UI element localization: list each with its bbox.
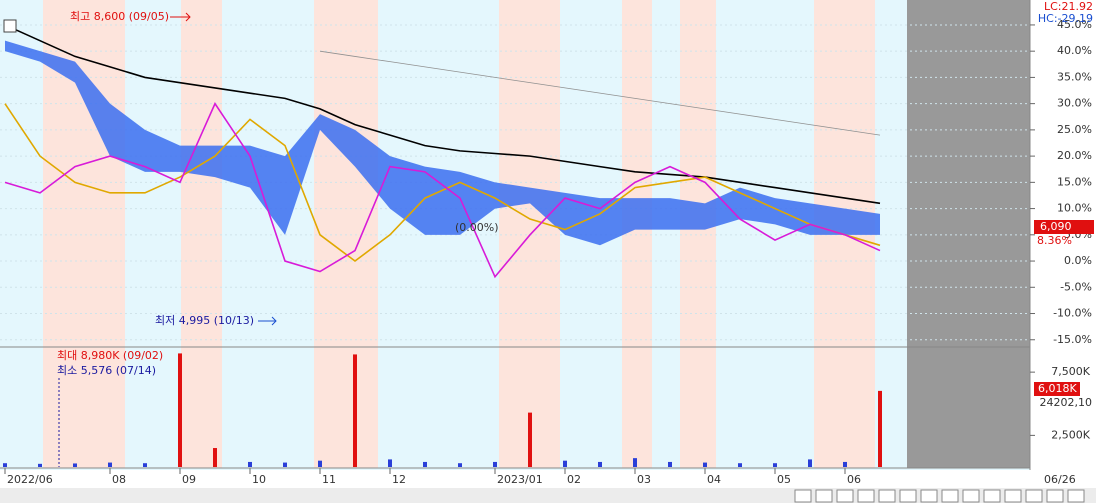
- toolbar-button[interactable]: [1046, 489, 1064, 503]
- ma-line: [319, 50, 881, 136]
- toolbar-button[interactable]: [878, 489, 896, 503]
- y-tick-label: 30.0%: [1057, 97, 1092, 110]
- period-stripe: [680, 0, 716, 468]
- annotation: 최고 8,600 (09/05): [70, 10, 169, 23]
- x-tick-label: 11: [322, 473, 336, 486]
- toolbar-button[interactable]: [857, 489, 875, 503]
- x-tick-label: 2023/01: [497, 473, 543, 486]
- end-date: 06/26: [1044, 473, 1076, 486]
- ma-line: [4, 101, 881, 279]
- volume-bar: [38, 463, 42, 467]
- ma-line: [4, 24, 881, 205]
- annotation: 24202,10: [1040, 396, 1093, 409]
- y-tick-label: -5.0%: [1060, 280, 1092, 293]
- x-tick-label: 04: [707, 473, 721, 486]
- x-tick-label: 03: [637, 473, 651, 486]
- volume-bar: [143, 463, 147, 467]
- y-tick-label: 15.0%: [1057, 175, 1092, 188]
- volume-bar: [738, 463, 742, 467]
- y-tick-label: -15.0%: [1053, 333, 1092, 346]
- low-marker: [258, 316, 277, 326]
- toolbar-button[interactable]: [983, 489, 1001, 503]
- volume-bar: [633, 458, 637, 467]
- volume-bar: [808, 459, 812, 467]
- volume-flag-label: 6,018K: [1038, 382, 1077, 395]
- volume-bar: [3, 463, 7, 467]
- period-stripe: [622, 0, 652, 468]
- y-tick-label: 20.0%: [1057, 149, 1092, 162]
- annotation: 최대 8,980K (09/02): [57, 349, 163, 362]
- y-tick-label: 10.0%: [1057, 202, 1092, 215]
- period-stripe: [181, 0, 222, 468]
- y-tick-label: 45.0%: [1057, 18, 1092, 31]
- toolbar-button[interactable]: [962, 489, 980, 503]
- toolbar-button[interactable]: [1004, 489, 1022, 503]
- annotation: 최저 4,995 (10/13): [155, 314, 254, 327]
- volume-bar: [668, 461, 672, 467]
- cloud-band: [5, 40, 880, 246]
- price-flag-label: 6,090: [1040, 220, 1072, 233]
- volume-flag: [1034, 382, 1080, 396]
- x-tick-label: 05: [777, 473, 791, 486]
- volume-bar: [318, 460, 322, 467]
- x-tick-label: 09: [182, 473, 196, 486]
- volume-bar: [423, 461, 427, 467]
- volume-bar: [493, 461, 497, 467]
- high-marker: [170, 12, 191, 22]
- toolbar-button[interactable]: [794, 489, 812, 503]
- annotation: (0.00%): [455, 221, 499, 234]
- x-tick-label: 2022/06: [7, 473, 53, 486]
- volume-bar: [878, 390, 882, 467]
- toolbar-button[interactable]: [941, 489, 959, 503]
- x-tick-label: 10: [252, 473, 266, 486]
- volume-bar: [773, 463, 777, 467]
- annotation: 8.36%: [1037, 234, 1072, 247]
- y-tick-label: 25.0%: [1057, 123, 1092, 136]
- y-tick-label: 40.0%: [1057, 44, 1092, 57]
- toolbar-button[interactable]: [899, 489, 917, 503]
- volume-bar: [178, 353, 182, 467]
- volume-bar: [283, 462, 287, 467]
- annotation: HC:-29.19: [1038, 12, 1093, 25]
- settings-icon[interactable]: [3, 19, 17, 33]
- toolbar-button[interactable]: [1067, 489, 1085, 503]
- toolbar-button[interactable]: [815, 489, 833, 503]
- volume-bar: [563, 460, 567, 467]
- volume-bar: [703, 462, 707, 467]
- y-tick-label: 0.0%: [1064, 254, 1092, 267]
- y-tick-label: 2,500K: [1051, 428, 1090, 441]
- volume-bar: [843, 461, 847, 467]
- volume-bar: [248, 461, 252, 467]
- toolbar-button[interactable]: [1025, 489, 1043, 503]
- volume-bar: [458, 463, 462, 467]
- volume-bar: [108, 462, 112, 467]
- y-tick-label: 35.0%: [1057, 70, 1092, 83]
- volume-bar: [388, 459, 392, 467]
- toolbar-button[interactable]: [920, 489, 938, 503]
- period-stripe: [314, 0, 378, 468]
- y-tick-label: 7,500K: [1051, 365, 1090, 378]
- future-area: [907, 0, 1030, 468]
- volume-bar: [598, 461, 602, 467]
- x-tick-label: 06: [847, 473, 861, 486]
- annotation: 최소 5,576 (07/14): [57, 364, 156, 377]
- x-tick-label: 08: [112, 473, 126, 486]
- y-tick-label: -10.0%: [1053, 307, 1092, 320]
- volume-bar: [528, 412, 532, 467]
- ma-line: [4, 103, 881, 263]
- volume-bar: [353, 354, 357, 467]
- x-tick-label: 12: [392, 473, 406, 486]
- toolbar-button[interactable]: [836, 489, 854, 503]
- price-flag: [1034, 220, 1094, 234]
- x-tick-label: 02: [567, 473, 581, 486]
- volume-bar: [213, 448, 217, 467]
- annotation: LC:21.92: [1044, 0, 1093, 13]
- volume-bar: [73, 463, 77, 467]
- period-stripe: [499, 0, 560, 468]
